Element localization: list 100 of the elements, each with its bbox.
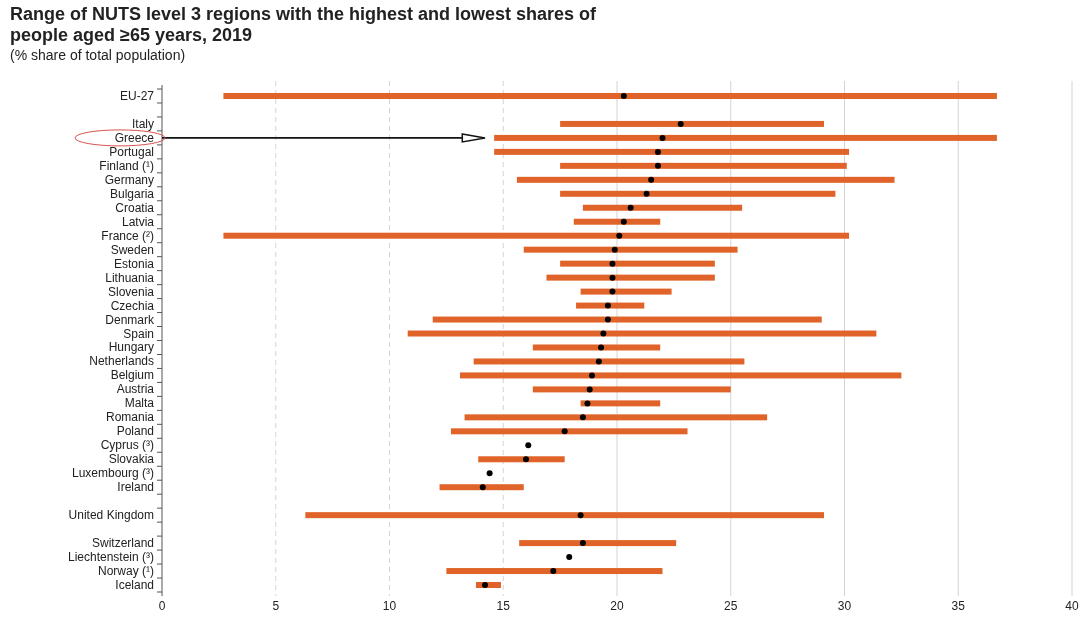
bar <box>532 386 731 393</box>
y-tick-label: Luxembourg (³) <box>71 466 154 481</box>
point <box>659 134 666 141</box>
bar <box>407 330 877 337</box>
x-tick-label: 10 <box>382 599 397 613</box>
y-tick-label: Liechtenstein (³) <box>67 550 154 565</box>
point <box>588 372 595 379</box>
y-tick-label: Denmark <box>105 312 155 327</box>
point <box>611 246 618 253</box>
y-tick-label: Ireland <box>117 480 154 495</box>
point <box>620 92 627 99</box>
y-tick-label: Netherlands <box>89 354 154 369</box>
y-tick-label: Greece <box>114 130 155 145</box>
y-tick-label: Czechia <box>110 298 155 313</box>
point <box>604 316 611 323</box>
point <box>486 470 493 477</box>
y-tick-label: France (²) <box>101 228 154 243</box>
point <box>579 414 586 421</box>
chart-subtitle: (% share of total population) <box>10 47 186 63</box>
y-tick-label: Austria <box>116 382 155 397</box>
y-tick-label: Poland <box>116 424 154 439</box>
point <box>523 456 529 463</box>
y-tick-label: Norway (¹) <box>98 564 154 579</box>
bar <box>546 274 715 281</box>
bar <box>523 246 738 253</box>
point <box>609 288 616 295</box>
x-tick-label: 30 <box>837 599 852 613</box>
y-tick-label: Slovenia <box>107 284 155 299</box>
point <box>584 400 591 407</box>
y-tick-label: Iceland <box>115 578 154 593</box>
x-tick-label: 20 <box>610 599 624 613</box>
point <box>654 148 661 155</box>
bar <box>532 344 661 351</box>
point <box>677 120 684 127</box>
point <box>586 386 593 393</box>
point <box>616 232 623 239</box>
y-tick-label: United Kingdom <box>68 508 154 523</box>
y-tick-label: Slovakia <box>108 452 155 467</box>
y-tick-label: Germany <box>104 172 154 187</box>
bar <box>464 414 768 421</box>
point <box>609 260 616 267</box>
y-tick-label: Hungary <box>108 340 154 355</box>
chart-title: Range of NUTS level 3 regions with the highest and lowest shares of people aged ≥65 years, 2019 <box>10 4 598 45</box>
point <box>620 218 627 225</box>
point <box>654 162 661 169</box>
bar <box>450 428 688 435</box>
bar <box>494 134 997 141</box>
y-tick-label: Cyprus (³) <box>100 438 154 453</box>
y-tick-label: Croatia <box>115 200 155 215</box>
point <box>482 582 489 589</box>
point <box>648 176 655 183</box>
x-tick-label: 0 <box>158 599 166 613</box>
bar <box>223 232 850 239</box>
bar <box>580 400 661 407</box>
y-tick-label: Romania <box>105 410 155 425</box>
point <box>627 204 634 211</box>
y-tick-label: Sweden <box>110 242 154 257</box>
y-tick-label: Belgium <box>110 368 154 383</box>
y-tick-label: Bulgaria <box>109 186 155 201</box>
bar <box>560 260 715 267</box>
x-tick-label: 35 <box>951 599 966 613</box>
bar <box>473 358 745 365</box>
point <box>600 330 607 337</box>
bar <box>560 162 847 169</box>
x-tick-label: 5 <box>272 599 280 613</box>
y-tick-label: Portugal <box>109 144 154 159</box>
bar <box>576 302 645 309</box>
point <box>643 190 650 197</box>
point <box>561 428 568 435</box>
point <box>604 302 611 309</box>
x-tick-label: 40 <box>1065 599 1079 613</box>
bar <box>432 316 822 323</box>
x-tick-label: 25 <box>724 599 738 613</box>
bar <box>516 176 895 183</box>
point <box>598 344 605 351</box>
y-tick-label: Spain <box>123 326 154 341</box>
y-tick-label: Latvia <box>121 214 155 229</box>
bar <box>494 148 850 155</box>
x-tick-label: 15 <box>496 599 511 613</box>
y-tick-label: Finland (¹) <box>99 158 154 173</box>
bar <box>560 190 836 197</box>
y-tick-label: Lithuania <box>105 270 155 285</box>
bar <box>446 568 663 575</box>
point <box>595 358 602 365</box>
y-tick-label: Estonia <box>113 256 155 271</box>
bar <box>460 372 902 379</box>
point <box>577 512 584 519</box>
y-tick-label: Malta <box>124 396 155 411</box>
bar <box>223 92 997 99</box>
bar <box>580 288 672 295</box>
y-tick-label: Italy <box>131 116 154 131</box>
bar <box>560 120 825 127</box>
y-tick-label: Switzerland <box>91 536 154 551</box>
point <box>525 442 532 449</box>
bar <box>305 512 825 519</box>
point <box>609 274 616 281</box>
point <box>566 554 573 561</box>
bar <box>582 204 743 211</box>
bar <box>519 540 677 547</box>
bar <box>478 456 565 463</box>
